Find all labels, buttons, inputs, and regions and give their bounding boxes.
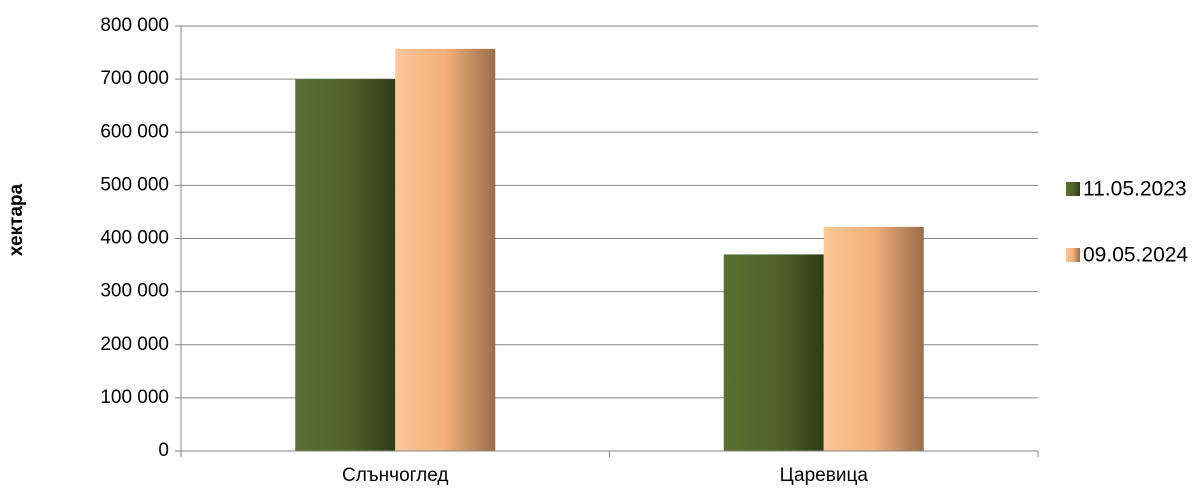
legend-label: 09.05.2024 xyxy=(1083,244,1188,267)
bar xyxy=(823,226,924,451)
legend: 11.05.2023 09.05.2024 xyxy=(1066,178,1188,267)
bar xyxy=(723,254,824,451)
bar xyxy=(295,79,396,451)
x-tick-label: Царевица xyxy=(780,465,869,486)
y-axis-title: хектара xyxy=(6,183,27,256)
legend-swatch xyxy=(1066,248,1080,262)
y-tick-label: 0 xyxy=(158,440,169,461)
legend-swatch xyxy=(1066,182,1080,196)
y-tick-label: 400 000 xyxy=(100,228,169,249)
y-tick-label: 100 000 xyxy=(100,387,169,408)
y-tick-label: 300 000 xyxy=(100,281,169,302)
y-tick-label: 700 000 xyxy=(100,68,169,89)
y-tick-label: 200 000 xyxy=(100,334,169,355)
y-tick-label: 800 000 xyxy=(100,15,169,36)
y-axis: 0 100 000 200 000 300 000 400 000 500 000 600 … xyxy=(100,15,182,461)
x-axis: Слънчоглед Царевица xyxy=(180,450,1039,486)
x-tick-label: Слънчоглед xyxy=(342,465,448,486)
y-tick-label: 600 000 xyxy=(100,121,169,142)
bar xyxy=(395,48,496,451)
bars xyxy=(295,48,924,451)
legend-label: 11.05.2023 xyxy=(1083,178,1187,201)
y-tick-label: 500 000 xyxy=(100,174,169,195)
